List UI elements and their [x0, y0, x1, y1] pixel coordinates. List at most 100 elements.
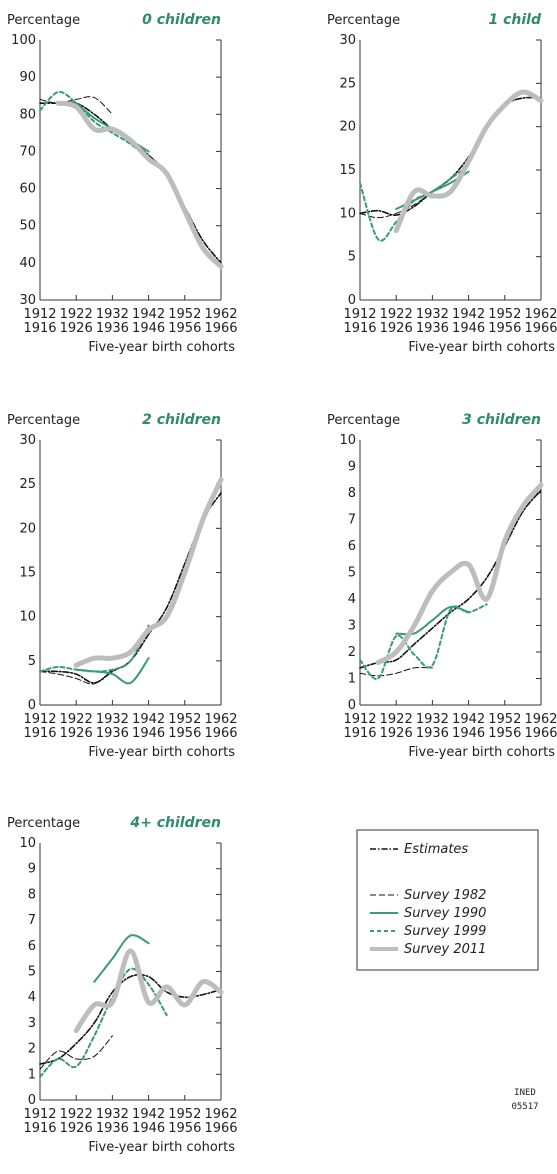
x-tick-label: 1922 1926: [60, 1107, 93, 1136]
y-tick-label: 0: [348, 698, 356, 713]
y-axis-label: Percentage: [327, 13, 400, 28]
y-tick-label: 60: [19, 181, 36, 196]
x-tick-label: 1922 1926: [380, 307, 413, 336]
series-line: [359, 603, 488, 680]
x-tick-label: 1912 1916: [23, 712, 56, 741]
y-tick-label: 0: [28, 698, 36, 713]
x-tick-label: 1962 1966: [204, 1107, 237, 1136]
series-line: [39, 101, 222, 264]
y-tick-label: 10: [19, 836, 36, 851]
x-tick-label: 1912 1916: [23, 307, 56, 336]
series-line: [359, 191, 433, 219]
y-tick-label: 8: [348, 486, 356, 501]
x-tick-label: 1952 1956: [168, 307, 201, 336]
y-tick-label: 30: [339, 33, 356, 48]
x-axis-label: Five-year birth cohorts: [88, 1140, 235, 1155]
y-tick-label: 90: [19, 70, 36, 85]
y-axis-label: Percentage: [327, 413, 400, 428]
y-axis-label: Percentage: [7, 413, 80, 428]
panel: Percentage 2 children 0 5 10 15 20 25 30 1912 1916…: [7, 412, 238, 760]
y-tick-label: 3: [348, 618, 356, 633]
y-tick-label: 4: [28, 990, 36, 1005]
x-tick-label: 1942 1946: [132, 307, 165, 336]
x-tick-label: 1962 1966: [204, 712, 237, 741]
series-line: [39, 90, 150, 160]
series-line: [39, 624, 150, 673]
x-tick-label: 1942 1946: [132, 1107, 165, 1136]
series-line: [73, 948, 224, 1034]
series-line: [393, 89, 544, 234]
y-tick-label: 7: [348, 512, 356, 527]
y-tick-label: 3: [28, 1015, 36, 1030]
series-line: [39, 1035, 113, 1070]
y-tick-label: 30: [19, 433, 36, 448]
y-tick-label: 70: [19, 144, 36, 159]
x-tick-label: 1922 1926: [60, 712, 93, 741]
series-line: [359, 164, 470, 242]
legend-box: [356, 829, 539, 971]
x-tick-label: 1962 1966: [524, 307, 557, 336]
panel-title: 4+ children: [129, 815, 221, 831]
y-tick-label: 4: [348, 592, 356, 607]
x-tick-label: 1952 1956: [488, 712, 521, 741]
y-tick-label: 20: [19, 521, 36, 536]
y-tick-label: 7: [28, 913, 36, 928]
panel: Percentage 1 child 0 5 10 15 20 25 30 1912 1916192…: [327, 12, 557, 355]
y-tick-label: 100: [11, 33, 36, 48]
series-line: [39, 96, 113, 115]
panel-title: 2 children: [142, 412, 221, 428]
x-tick-label: 1962 1966: [524, 712, 557, 741]
x-tick-label: 1912 1916: [343, 307, 376, 336]
legend-label: Survey 1982: [404, 888, 486, 903]
y-tick-label: 40: [19, 255, 36, 270]
y-tick-label: 10: [19, 609, 36, 624]
y-tick-label: 15: [19, 565, 36, 580]
y-tick-label: 2: [348, 645, 356, 660]
y-axis-label: Percentage: [7, 816, 80, 831]
x-axis-label: Five-year birth cohorts: [408, 745, 555, 760]
legend-label: Survey 2011: [404, 942, 486, 957]
x-tick-label: 1952 1956: [168, 1107, 201, 1136]
x-tick-label: 1932 1936: [96, 1107, 129, 1136]
series-line: [359, 667, 433, 677]
y-tick-label: 1: [28, 1067, 36, 1082]
series-line: [39, 967, 168, 1078]
legend-label: Survey 1990: [404, 906, 486, 921]
y-tick-label: 30: [19, 293, 36, 308]
y-tick-label: 1: [348, 671, 356, 686]
y-tick-label: 15: [339, 163, 356, 178]
y-tick-label: 5: [28, 653, 36, 668]
panel: Percentage 3 children 0 1 2 3 4 5 6 7 8 9 10 1912 1916…: [327, 412, 557, 760]
series-line: [93, 934, 150, 983]
x-tick-label: 1952 1956: [488, 307, 521, 336]
x-tick-label: 1952 1956: [168, 712, 201, 741]
y-tick-label: 5: [348, 565, 356, 580]
x-tick-label: 1912 1916: [23, 1107, 56, 1136]
x-tick-label: 1922 1926: [380, 712, 413, 741]
y-tick-label: 20: [339, 119, 356, 134]
credit: INED 05517: [511, 1088, 538, 1112]
y-tick-label: 10: [339, 433, 356, 448]
x-tick-label: 1932 1936: [96, 307, 129, 336]
y-tick-label: 0: [28, 1093, 36, 1108]
x-axis-label: Five-year birth cohorts: [408, 340, 555, 355]
y-tick-label: 6: [348, 539, 356, 554]
y-tick-label: 10: [339, 206, 356, 221]
series-line: [395, 605, 470, 636]
y-tick-label: 25: [19, 477, 36, 492]
x-tick-label: 1932 1936: [416, 307, 449, 336]
y-tick-label: 25: [339, 76, 356, 91]
x-tick-label: 1942 1946: [452, 307, 485, 336]
panel: Percentage 0 children 30 40 50 60 70 80 90 100 191…: [7, 12, 238, 355]
series-line: [359, 96, 542, 216]
y-tick-label: 0: [348, 293, 356, 308]
series-line: [39, 669, 113, 685]
y-tick-label: 9: [348, 459, 356, 474]
x-tick-label: 1942 1946: [132, 712, 165, 741]
panel-title: 0 children: [142, 12, 221, 28]
y-tick-label: 9: [28, 861, 36, 876]
x-tick-label: 1932 1936: [416, 712, 449, 741]
x-tick-label: 1932 1936: [96, 712, 129, 741]
x-axis-label: Five-year birth cohorts: [88, 745, 235, 760]
